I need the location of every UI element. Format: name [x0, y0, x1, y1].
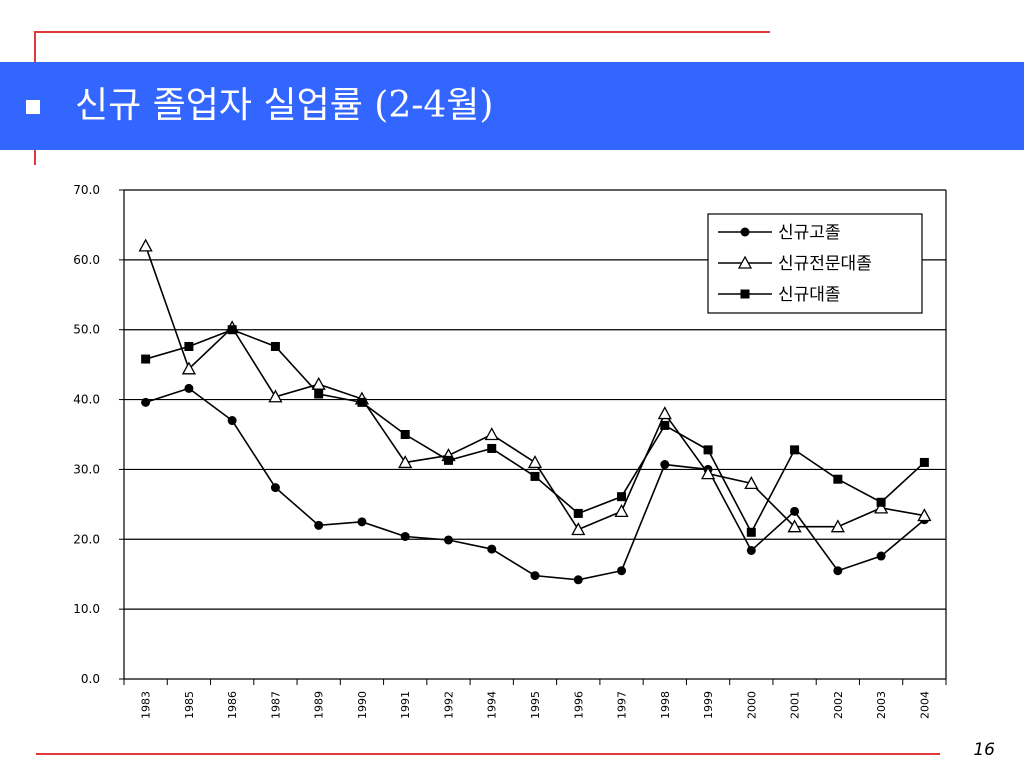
- x-tick-label: 1991: [399, 691, 412, 719]
- data-point-circle: [617, 566, 627, 576]
- y-tick-label: 0.0: [81, 672, 100, 686]
- data-point-square: [660, 420, 670, 430]
- data-point-square: [876, 497, 886, 507]
- x-tick-label: 1996: [572, 691, 585, 719]
- x-tick-label: 2002: [832, 691, 845, 719]
- data-point-triangle: [657, 406, 672, 420]
- x-tick-label: 1990: [356, 691, 369, 719]
- data-point-circle: [876, 551, 886, 561]
- legend-label: 신규전문대졸: [778, 254, 872, 274]
- x-tick-label: 1992: [442, 691, 455, 719]
- data-point-triangle: [874, 500, 889, 514]
- data-point-circle: [790, 506, 800, 516]
- x-tick-label: 1983: [140, 691, 153, 719]
- data-point-square: [400, 430, 410, 439]
- data-point-triangle: [527, 455, 543, 469]
- data-point-square: [314, 389, 324, 399]
- x-tick-label: 2001: [789, 691, 802, 719]
- legend-marker-triangle: [737, 255, 753, 269]
- page-number: 16: [973, 740, 995, 760]
- y-tick-label: 10.0: [73, 602, 100, 616]
- data-point-square: [443, 455, 453, 465]
- data-point-square: [270, 341, 280, 351]
- data-point-square: [833, 474, 843, 484]
- legend-label: 신규고졸: [778, 223, 841, 243]
- data-point-circle: [443, 535, 453, 545]
- data-point-triangle: [181, 361, 196, 375]
- y-tick-label: 70.0: [73, 183, 100, 197]
- data-point-square: [227, 325, 237, 335]
- data-point-square: [617, 492, 627, 502]
- data-point-triangle: [917, 508, 932, 522]
- footer-accent-line: [36, 753, 940, 755]
- legend-label: 신규대졸: [778, 285, 841, 305]
- y-tick-label: 50.0: [73, 323, 100, 337]
- data-point-triangle: [571, 522, 586, 536]
- x-tick-label: 1986: [226, 691, 239, 719]
- square-bullet-icon: [26, 100, 40, 114]
- data-point-square: [790, 445, 800, 455]
- data-point-circle: [746, 545, 756, 555]
- data-point-circle: [141, 397, 151, 407]
- data-point-square: [573, 508, 583, 518]
- left-accent-line-bottom: [34, 149, 36, 165]
- data-point-triangle: [484, 427, 499, 441]
- slide-title: 신규 졸업자 실업률 (2-4월): [75, 85, 494, 126]
- data-point-triangle: [614, 503, 629, 517]
- data-point-circle: [227, 416, 237, 426]
- x-tick-label: 1985: [183, 691, 196, 719]
- data-point-triangle: [311, 376, 326, 390]
- data-point-square: [746, 527, 756, 537]
- x-tick-label: 1999: [702, 691, 715, 719]
- x-tick-label: 2004: [918, 691, 931, 719]
- data-point-circle: [270, 483, 280, 493]
- data-point-square: [357, 397, 367, 407]
- data-point-triangle: [787, 519, 802, 533]
- y-tick-label: 20.0: [73, 532, 100, 546]
- data-point-square: [487, 443, 497, 453]
- x-tick-label: 1998: [659, 691, 672, 719]
- data-point-circle: [184, 383, 194, 393]
- x-tick-label: 2000: [745, 691, 758, 719]
- x-tick-label: 1997: [616, 691, 629, 719]
- x-tick-label: 1994: [486, 691, 499, 719]
- data-point-circle: [357, 517, 367, 527]
- x-tick-label: 2003: [875, 691, 888, 719]
- x-tick-label: 1995: [529, 691, 542, 719]
- data-point-circle: [833, 566, 843, 576]
- data-point-triangle: [830, 519, 845, 533]
- data-point-circle: [400, 531, 410, 541]
- data-point-circle: [314, 520, 324, 530]
- data-point-square: [703, 445, 713, 455]
- data-point-triangle: [700, 466, 716, 480]
- data-point-triangle: [398, 455, 413, 469]
- data-point-circle: [530, 571, 540, 581]
- data-point-triangle: [744, 476, 759, 490]
- left-accent-line-top: [34, 31, 36, 63]
- legend-marker-circle: [740, 227, 750, 237]
- data-point-square: [141, 354, 151, 364]
- data-point-circle: [660, 460, 670, 470]
- y-tick-label: 60.0: [73, 253, 100, 267]
- data-point-circle: [573, 575, 583, 585]
- x-tick-label: 1989: [313, 691, 326, 719]
- data-point-triangle: [268, 389, 283, 403]
- y-tick-label: 40.0: [73, 393, 100, 407]
- top-accent-line: [34, 31, 770, 33]
- data-point-square: [530, 471, 540, 481]
- y-tick-label: 30.0: [73, 462, 100, 476]
- data-point-triangle: [138, 238, 153, 252]
- data-point-square: [184, 341, 194, 351]
- data-point-square: [919, 457, 929, 467]
- legend-marker-square: [740, 289, 750, 299]
- data-point-circle: [487, 544, 497, 554]
- title-band: [0, 62, 1024, 150]
- x-tick-label: 1987: [269, 691, 282, 719]
